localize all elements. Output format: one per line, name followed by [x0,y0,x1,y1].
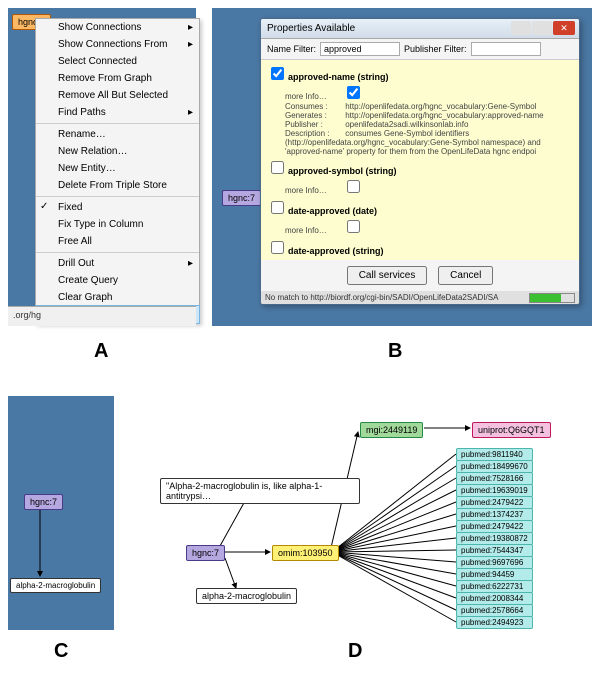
submenu-icon: ▸ [188,107,193,118]
property-detail: Consumes : http://openlifedata.org/hgnc_… [285,102,573,111]
property-row: date-approved (date)more Info… [267,198,573,236]
alpha-node-d[interactable]: alpha-2-macroglobulin [196,588,297,604]
separator [36,252,199,253]
menu-item[interactable]: Show Connections From▸ [36,36,199,53]
detail-checkbox[interactable] [347,180,360,193]
menu-item[interactable]: Rename… [36,126,199,143]
name-filter-input[interactable] [320,42,400,56]
uniprot-node[interactable]: uniprot:Q6GQT1 [472,422,551,438]
menu-item[interactable]: New Entity… [36,160,199,177]
maximize-icon[interactable] [532,21,552,35]
pubmed-node[interactable]: pubmed:2494923 [456,616,533,629]
panel-label-d: D [348,640,362,663]
pub-filter-label: Publisher Filter: [404,44,467,54]
minimize-icon[interactable] [511,21,531,35]
property-detail: Description : consumes Gene-Symbol ident… [285,129,573,156]
menu-item[interactable]: Drill Out▸ [36,255,199,272]
property-row: date-approved (string)more Info… [267,238,573,260]
detail-checkbox[interactable] [347,220,360,233]
property-head[interactable]: approved-symbol (string) [267,158,573,177]
dialog-titlebar[interactable]: Properties Available ✕ [261,19,579,39]
menu-item[interactable]: Find Paths▸ [36,104,199,121]
property-checkbox[interactable] [271,201,284,214]
separator [36,123,199,124]
hgnc-node-d[interactable]: hgnc:7 [186,545,225,561]
panel-a-statusbar: .org/hg [8,306,196,326]
menu-item[interactable]: Create Query [36,272,199,289]
property-detail: more Info… [285,83,573,102]
omim-node[interactable]: omim:103950 [272,545,339,561]
filter-bar: Name Filter: Publisher Filter: [261,39,579,60]
status-text: .org/hg [13,310,41,320]
panel-label-a: A [94,340,108,363]
property-detail: Generates : http://openlifedata.org/hgnc… [285,111,573,120]
property-head[interactable]: date-approved (date) [267,198,573,217]
menu-item[interactable]: Clear Graph [36,289,199,306]
pub-filter-input[interactable] [471,42,541,56]
property-checkbox[interactable] [271,161,284,174]
menu-item[interactable]: Remove All But Selected [36,87,199,104]
panel-label-b: B [388,340,402,363]
property-checkbox[interactable] [271,241,284,254]
dialog-status: No match to http://biordf.org/cgi-bin/SA… [261,291,579,304]
separator [36,196,199,197]
property-detail: more Info… [285,177,573,196]
property-row: approved-symbol (string)more Info… [267,158,573,196]
submenu-icon: ▸ [188,22,193,33]
panel-label-c: C [54,640,68,663]
submenu-icon: ▸ [188,39,193,50]
name-filter-label: Name Filter: [267,44,316,54]
detail-checkbox[interactable] [347,86,360,99]
menu-item[interactable]: Remove From Graph [36,70,199,87]
dialog-title-text: Properties Available [267,23,355,34]
panel-c-bg [8,396,114,630]
progress-bar [529,293,575,303]
tooltip-node: "Alpha-2-macroglobulin is, like alpha-1-… [160,478,360,504]
cancel-button[interactable]: Cancel [438,266,493,285]
check-icon: ✓ [40,201,48,212]
property-detail: more Info… [285,217,573,236]
submenu-icon: ▸ [188,258,193,269]
status-text: No match to http://biordf.org/cgi-bin/SA… [265,293,498,302]
menu-item[interactable]: Fixed✓ [36,199,199,216]
pubmed-stack: pubmed:9811940pubmed:18499670pubmed:7528… [456,448,533,628]
property-detail: Publisher : openlifedata2sadi.wilkinsonl… [285,120,573,129]
alpha-node-c[interactable]: alpha-2-macroglobulin [10,578,101,593]
property-head[interactable]: approved-name (string) [267,64,573,83]
dialog-buttons: Call services Cancel [261,260,579,291]
menu-item[interactable]: Select Connected [36,53,199,70]
hgnc-node-b[interactable]: hgnc:7 [222,190,261,206]
property-checkbox[interactable] [271,67,284,80]
properties-dialog: Properties Available ✕ Name Filter: Publ… [260,18,580,305]
menu-item[interactable]: Delete From Triple Store [36,177,199,194]
property-head[interactable]: date-approved (string) [267,238,573,257]
menu-item[interactable]: Free All [36,233,199,250]
context-menu: Show Connections▸Show Connections From▸S… [35,18,200,324]
mgi-node[interactable]: mgi:2449119 [360,422,423,438]
close-icon[interactable]: ✕ [553,21,575,35]
call-services-button[interactable]: Call services [347,266,428,285]
menu-item[interactable]: Fix Type in Column [36,216,199,233]
property-list[interactable]: approved-name (string)more Info…Consumes… [261,60,579,260]
hgnc-node-c[interactable]: hgnc:7 [24,494,63,510]
menu-item[interactable]: Show Connections▸ [36,19,199,36]
menu-item[interactable]: New Relation… [36,143,199,160]
property-row: approved-name (string)more Info…Consumes… [267,64,573,156]
